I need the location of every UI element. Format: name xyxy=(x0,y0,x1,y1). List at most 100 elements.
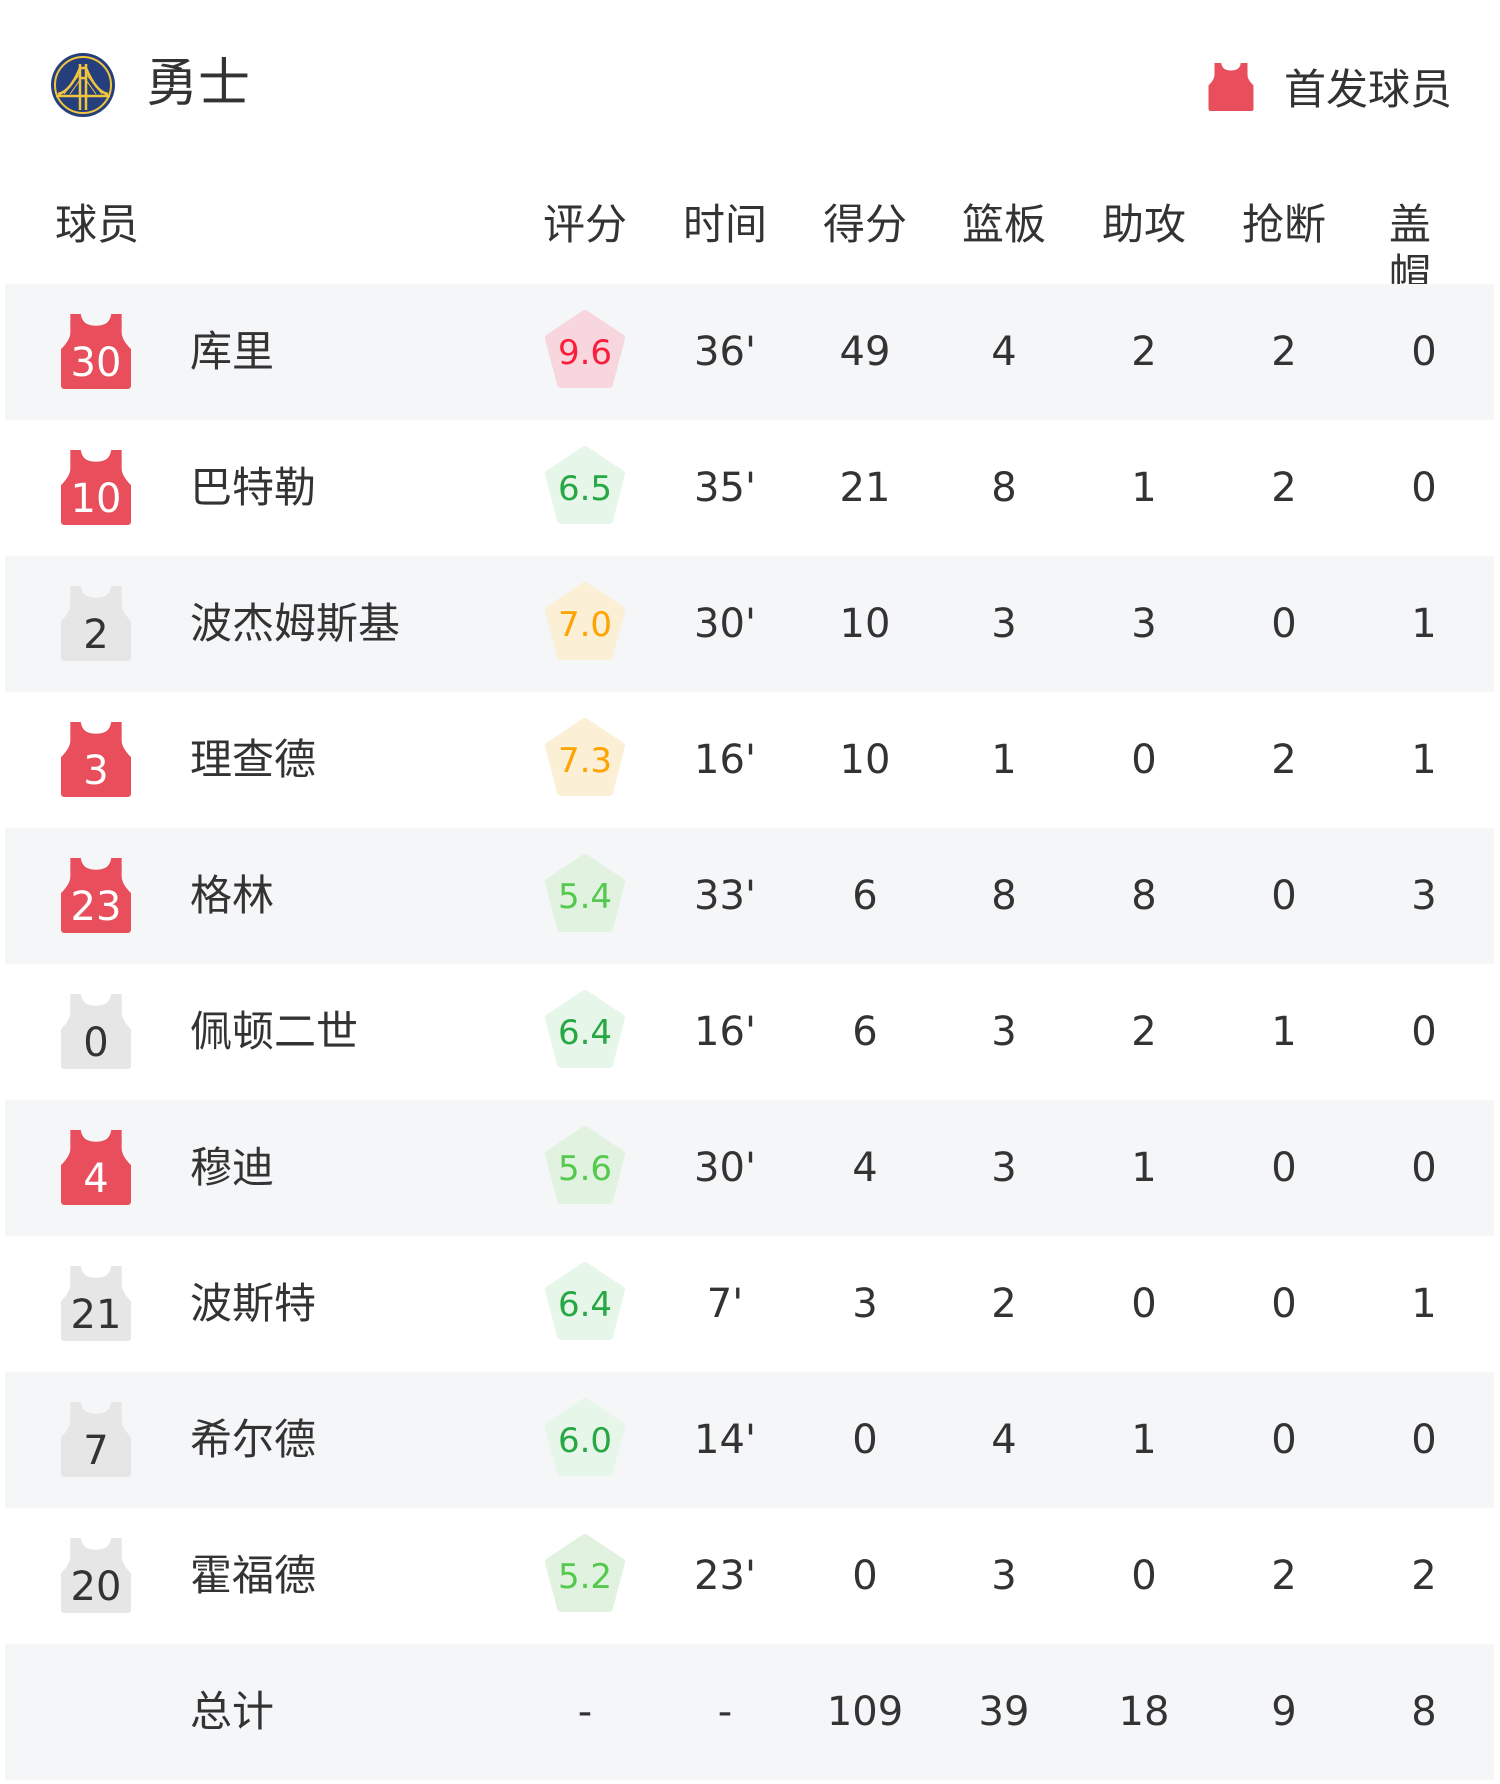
stat-blk: 0 xyxy=(1411,1009,1437,1055)
pentagon-icon xyxy=(545,718,625,796)
stat-min: 16' xyxy=(694,1009,756,1055)
column-header-assists[interactable]: 助攻 xyxy=(1101,200,1187,249)
jersey-number: 4 xyxy=(83,1156,109,1202)
rating-badge: 5.4 xyxy=(545,854,625,934)
rating-badge: 6.4 xyxy=(545,1262,625,1342)
stat-blk: 8 xyxy=(1411,1689,1437,1735)
jersey-number-badge: 20 xyxy=(61,1538,131,1613)
jersey-number-badge: 4 xyxy=(61,1130,131,1205)
rating-value: 5.2 xyxy=(557,1557,613,1597)
jersey-number-badge: 7 xyxy=(61,1402,131,1477)
table-row[interactable]: 2 波杰姆斯基 7.0 30' 10 3 3 0 1 xyxy=(5,556,1494,692)
jersey-number-badge: 30 xyxy=(61,314,131,389)
pentagon-icon xyxy=(545,990,625,1068)
stat-min: 16' xyxy=(694,737,756,783)
stat-pts: 49 xyxy=(839,329,891,375)
jersey-number-badge: 23 xyxy=(61,858,131,933)
table-row[interactable]: 21 波斯特 6.4 7' 3 2 0 0 1 xyxy=(5,1236,1494,1372)
player-name[interactable]: 霍福德 xyxy=(190,1551,317,1600)
stat-min: - xyxy=(717,1689,733,1735)
stat-blk: 1 xyxy=(1411,601,1437,647)
jersey-number-badge: 10 xyxy=(61,450,131,525)
rating-value: 6.5 xyxy=(557,469,613,509)
rating-badge: 7.3 xyxy=(545,718,625,798)
jersey-number-badge: 3 xyxy=(61,722,131,797)
jersey-icon xyxy=(61,314,131,389)
stat-stl: 0 xyxy=(1271,1417,1297,1463)
jersey-number: 2 xyxy=(83,612,109,658)
stat-min: 33' xyxy=(694,873,756,919)
total-label: 总计 xyxy=(190,1687,275,1736)
rating-value: 5.6 xyxy=(557,1149,613,1189)
stat-ast: 8 xyxy=(1131,873,1157,919)
rating-badge: 5.2 xyxy=(545,1534,625,1614)
jersey-number: 23 xyxy=(70,884,122,930)
jersey-number: 0 xyxy=(83,1020,109,1066)
column-header-steals[interactable]: 抢断 xyxy=(1241,200,1327,249)
stat-min: 23' xyxy=(694,1553,756,1599)
stat-reb: 4 xyxy=(991,329,1017,375)
stat-min: 30' xyxy=(694,601,756,647)
stat-reb: 3 xyxy=(991,1553,1017,1599)
jersey-number-badge: 0 xyxy=(61,994,131,1069)
pentagon-icon xyxy=(545,1262,625,1340)
jersey-icon xyxy=(61,1402,131,1477)
player-name[interactable]: 佩顿二世 xyxy=(190,1007,359,1056)
rating-badge: 6.0 xyxy=(545,1398,625,1478)
pentagon-icon xyxy=(545,854,625,932)
stat-reb: 1 xyxy=(991,737,1017,783)
rating-badge: 9.6 xyxy=(545,310,625,390)
stat-pts: 21 xyxy=(839,465,891,511)
player-name[interactable]: 巴特勒 xyxy=(190,463,317,512)
table-row[interactable]: 3 理查德 7.3 16' 10 1 0 2 1 xyxy=(5,692,1494,828)
column-header-minutes[interactable]: 时间 xyxy=(682,200,768,249)
jersey-icon xyxy=(61,994,131,1069)
stat-ast: 3 xyxy=(1131,601,1157,647)
player-name[interactable]: 库里 xyxy=(190,327,275,376)
column-header-rating[interactable]: 评分 xyxy=(542,200,628,249)
stat-ast: 18 xyxy=(1118,1689,1170,1735)
stat-blk: 0 xyxy=(1411,1417,1437,1463)
column-header-player[interactable]: 球员 xyxy=(55,200,140,249)
stat-min: 30' xyxy=(694,1145,756,1191)
jersey-icon xyxy=(61,1538,131,1613)
stat-blk: 2 xyxy=(1411,1553,1437,1599)
stat-ast: 1 xyxy=(1131,1145,1157,1191)
column-header-rebounds[interactable]: 篮板 xyxy=(961,200,1047,249)
table-row[interactable]: 20 霍福德 5.2 23' 0 3 0 2 2 xyxy=(5,1508,1494,1644)
column-header-points[interactable]: 得分 xyxy=(822,200,908,249)
rating-value: 6.4 xyxy=(557,1285,613,1325)
table-row[interactable]: 7 希尔德 6.0 14' 0 4 1 0 0 xyxy=(5,1372,1494,1508)
rating-value: 9.6 xyxy=(557,333,613,373)
stat-reb: 4 xyxy=(991,1417,1017,1463)
stat-stl: 0 xyxy=(1271,873,1297,919)
stat-stl: 1 xyxy=(1271,1009,1297,1055)
table-row[interactable]: 23 格林 5.4 33' 6 8 8 0 3 xyxy=(5,828,1494,964)
table-row[interactable]: 4 穆迪 5.6 30' 4 3 1 0 0 xyxy=(5,1100,1494,1236)
jersey-number: 3 xyxy=(83,748,109,794)
player-name[interactable]: 波杰姆斯基 xyxy=(190,599,401,648)
player-name[interactable]: 希尔德 xyxy=(190,1415,317,1464)
player-name[interactable]: 理查德 xyxy=(190,735,317,784)
player-name[interactable]: 波斯特 xyxy=(190,1279,317,1328)
stat-blk: 0 xyxy=(1411,1145,1437,1191)
stat-pts: 0 xyxy=(852,1553,878,1599)
stat-stl: 2 xyxy=(1271,465,1297,511)
table-row[interactable]: 10 巴特勒 6.5 35' 21 8 1 2 0 xyxy=(5,420,1494,556)
player-name[interactable]: 格林 xyxy=(190,871,275,920)
pentagon-icon xyxy=(545,1126,625,1204)
stat-blk: 3 xyxy=(1411,873,1437,919)
player-name[interactable]: 穆迪 xyxy=(190,1143,275,1192)
stat-pts: 10 xyxy=(839,737,891,783)
jersey-icon xyxy=(1208,62,1254,111)
stat-blk: 0 xyxy=(1411,329,1437,375)
stat-reb: 3 xyxy=(991,1145,1017,1191)
starter-legend: 首发球员 xyxy=(1208,56,1452,117)
jersey-number: 10 xyxy=(70,476,122,522)
rating-badge: 7.0 xyxy=(545,582,625,662)
team-header: 勇士 首发球员 xyxy=(0,0,1500,160)
stat-reb: 2 xyxy=(991,1281,1017,1327)
table-row[interactable]: 0 佩顿二世 6.4 16' 6 3 2 1 0 xyxy=(5,964,1494,1100)
stat-blk: 0 xyxy=(1411,465,1437,511)
table-row[interactable]: 30 库里 9.6 36' 49 4 2 2 0 xyxy=(5,284,1494,420)
